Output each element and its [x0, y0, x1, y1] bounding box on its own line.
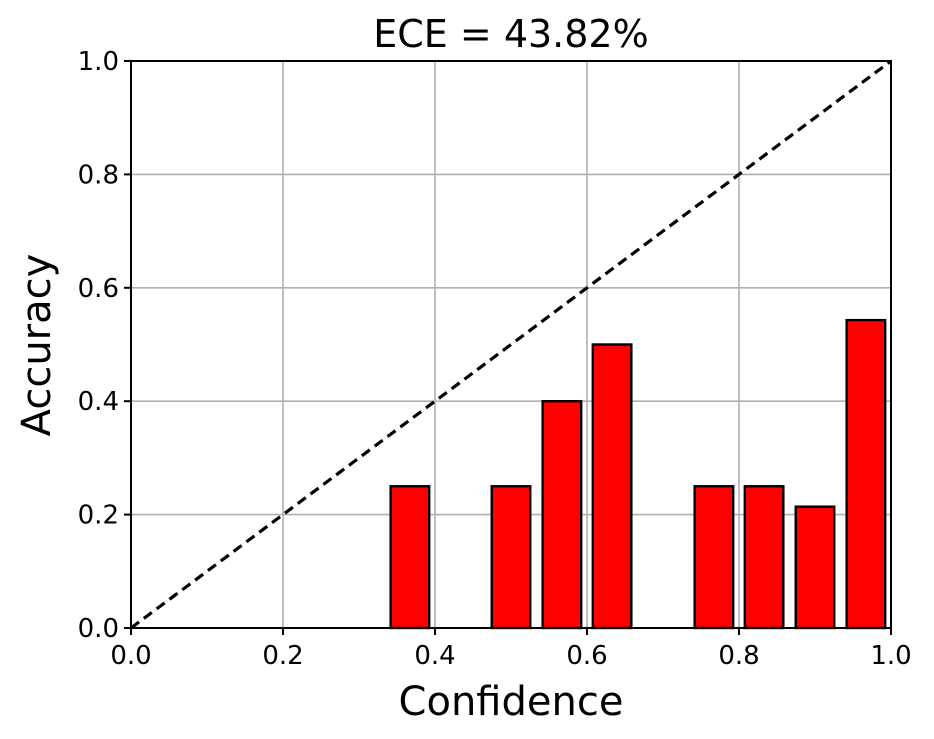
y-tick-label-3: 0.6 — [78, 274, 119, 304]
x-tick-label-4: 0.8 — [718, 641, 759, 671]
bar-2 — [541, 400, 583, 630]
reference-line-group — [130, 59, 892, 630]
plot-frame — [130, 60, 892, 629]
bar-1 — [490, 485, 532, 630]
y-tick-label-4: 0.8 — [78, 160, 119, 190]
x-axis-title: Confidence — [399, 679, 624, 725]
y-tick-label-1: 0.2 — [78, 501, 119, 531]
bar-6 — [794, 505, 836, 630]
bar-4 — [693, 485, 735, 630]
bar-3 — [591, 343, 633, 630]
chart-title: ECE = 43.82% — [373, 12, 648, 56]
y-tick-label-5: 1.0 — [78, 47, 119, 77]
y-axis: 0.0 0.2 0.4 0.6 0.8 1.0 — [78, 47, 131, 644]
y-tick-label-0: 0.0 — [78, 614, 119, 644]
x-tick-label-1: 0.2 — [262, 641, 303, 671]
reference-line — [130, 59, 892, 630]
x-tick-label-0: 0.0 — [110, 641, 151, 671]
x-axis: 0.0 0.2 0.4 0.6 0.8 1.0 — [110, 628, 912, 671]
bars — [389, 318, 887, 630]
x-tick-label-2: 0.4 — [414, 641, 455, 671]
y-tick-label-2: 0.4 — [78, 387, 119, 417]
bar-7 — [845, 318, 887, 630]
bar-0 — [389, 485, 431, 630]
y-axis-title: Accuracy — [14, 254, 60, 437]
bar-5 — [743, 485, 785, 630]
x-tick-label-5: 1.0 — [870, 641, 911, 671]
x-tick-label-3: 0.6 — [566, 641, 607, 671]
